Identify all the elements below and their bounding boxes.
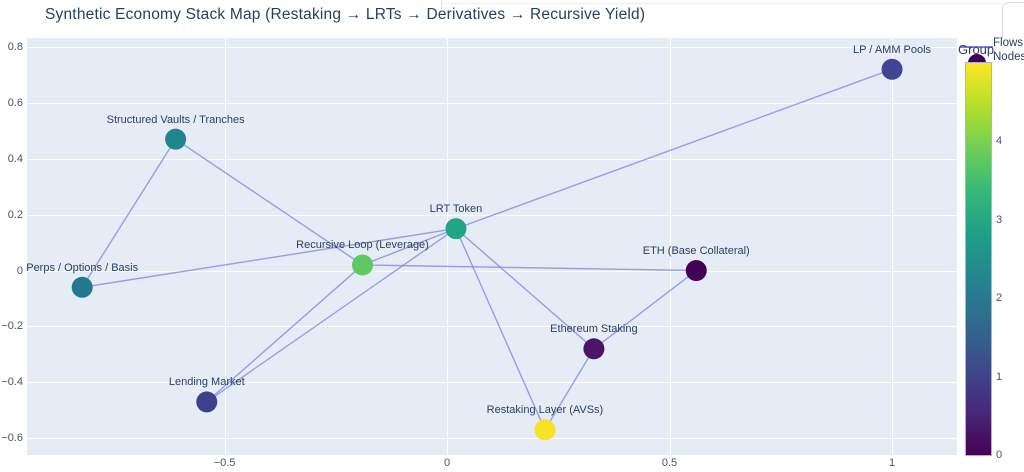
colorbar-tick-label: 3 (996, 213, 1003, 226)
graph-node[interactable] (881, 58, 903, 80)
y-tick-label: 0.6 (7, 96, 23, 109)
y-tick-label: −0.6 (1, 432, 23, 445)
node-label: Ethereum Staking (550, 323, 638, 336)
gridline-horizontal (27, 438, 957, 440)
graph-edge (455, 68, 893, 230)
graph-node[interactable] (71, 276, 93, 298)
graph-node[interactable] (583, 338, 605, 360)
gridline-horizontal (27, 102, 957, 104)
graph-node[interactable] (352, 254, 374, 276)
colorbar-gradient (966, 63, 991, 455)
graph-edge (206, 228, 457, 403)
y-tick-label: −0.4 (1, 376, 23, 389)
colorbar-title: Group (958, 42, 995, 57)
x-axis: −0.5 0 0.5 1 (27, 457, 957, 471)
legend: Flows Nodes (993, 36, 1024, 64)
graph-node[interactable] (685, 260, 707, 282)
graph-edge (175, 138, 363, 266)
gridline-horizontal (27, 270, 957, 272)
graph-edge (544, 348, 595, 431)
y-tick-label: −0.2 (1, 320, 23, 333)
graph-node[interactable] (165, 128, 187, 150)
colorbar-tick-label: 4 (996, 135, 1003, 148)
gridline-vertical (892, 38, 894, 455)
node-label: Restaking Layer (AVSs) (486, 404, 604, 417)
graph-edge (455, 228, 595, 350)
gridline-vertical (447, 38, 449, 455)
x-tick-label: −0.5 (213, 457, 236, 469)
gridline-horizontal (27, 158, 957, 160)
x-tick-label: 1 (888, 457, 896, 469)
node-label: Lending Market (168, 376, 245, 389)
node-label: Structured Vaults / Tranches (106, 113, 245, 126)
adjacent-panel-corner (1002, 2, 1024, 39)
graph-edge (455, 228, 546, 431)
y-tick-label: 0.2 (7, 208, 23, 221)
graph-edge (593, 269, 697, 350)
network-graph (71, 58, 903, 441)
graph-edge (362, 227, 457, 266)
gridline-horizontal (27, 46, 957, 48)
graph-node[interactable] (534, 419, 556, 441)
y-axis: 0.8 0.6 0.4 0.2 0 −0.2 −0.4 −0.6 (0, 38, 24, 455)
y-tick-label: 0.4 (7, 152, 23, 165)
y-tick-label: 0 (16, 264, 23, 277)
graph-edge (82, 227, 457, 288)
legend-item-nodes[interactable]: Nodes (993, 51, 1024, 63)
gridline-vertical (224, 38, 226, 455)
node-label: Perps / Options / Basis (26, 261, 139, 274)
header-divider (441, 0, 442, 9)
graph-edge (206, 264, 363, 403)
x-tick-label: 0 (443, 457, 451, 469)
graph-edge (362, 264, 697, 272)
gridline-horizontal (27, 382, 957, 384)
legend-item-flows[interactable]: Flows (993, 37, 1024, 49)
colorbar-tick-label: 0 (996, 449, 1003, 461)
node-label: Recursive Loop (Leverage) (296, 239, 429, 252)
gridline-horizontal (27, 326, 957, 328)
y-tick-label: 0.8 (7, 40, 23, 53)
chart-title: Synthetic Economy Stack Map (Restaking →… (45, 6, 646, 23)
header-hairline (441, 3, 1002, 4)
node-label: ETH (Base Collateral) (642, 245, 750, 258)
node-label: LP / AMM Pools (853, 43, 932, 56)
graph-node[interactable] (445, 218, 467, 240)
colorbar-tick-label: 1 (996, 370, 1003, 383)
plot-area[interactable]: ETH (Base Collateral) Ethereum Staking Res… (26, 38, 957, 455)
x-tick-label: 0.5 (661, 457, 678, 469)
gridline-vertical (669, 38, 671, 455)
colorbar-tick-label: 2 (996, 292, 1003, 305)
graph-edge (81, 138, 177, 288)
graph-node[interactable] (196, 391, 218, 413)
node-label: LRT Token (429, 203, 483, 216)
flows-legend-line-icon (960, 46, 993, 48)
